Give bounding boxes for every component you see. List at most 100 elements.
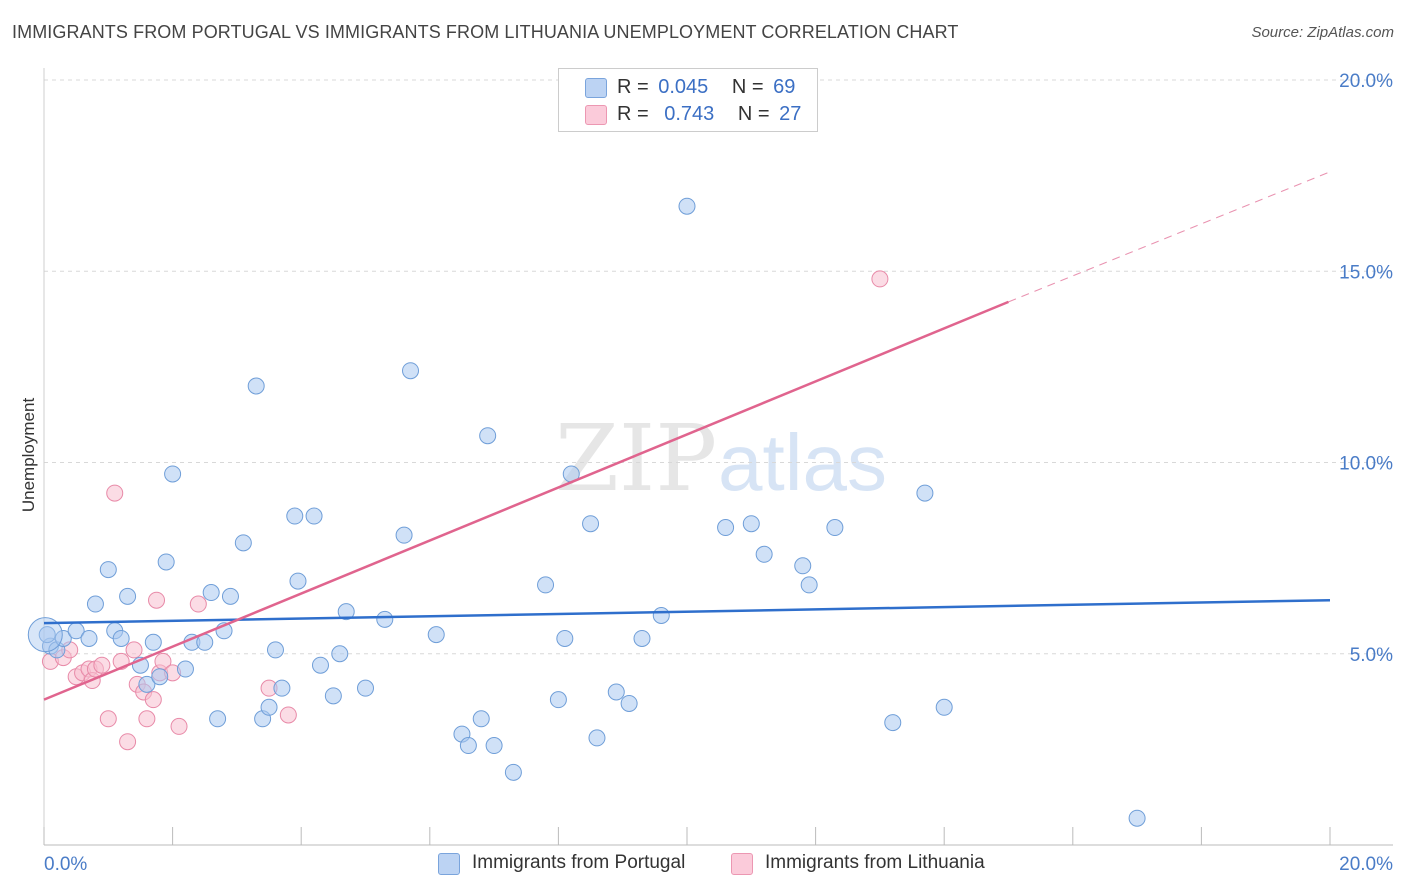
grid <box>44 79 1393 655</box>
portugal-point-9 <box>119 587 137 605</box>
portugal-point-26 <box>260 698 278 716</box>
series-portugal-points <box>27 197 1146 827</box>
bottom-legend-swatch-portugal <box>438 853 460 875</box>
lithuania-point-12 <box>119 733 137 751</box>
stats-legend: R = 0.045 N = 69 R = 0.743 N = 27 <box>558 68 818 132</box>
portugal-point-63 <box>826 519 844 537</box>
y-tick-label-2: 15.0% <box>1339 262 1393 283</box>
portugal-point-38 <box>395 526 413 544</box>
portugal-point-67 <box>1128 809 1146 827</box>
portugal-point-64 <box>884 714 902 732</box>
chart-title: IMMIGRANTS FROM PORTUGAL VS IMMIGRANTS F… <box>12 22 959 42</box>
x-tick-label-max: 20.0% <box>1339 854 1393 875</box>
portugal-point-39 <box>402 362 420 380</box>
lithuania-point-25 <box>279 706 297 724</box>
portugal-point-66 <box>935 698 953 716</box>
portugal-point-29 <box>286 507 304 525</box>
portugal-point-54 <box>620 694 638 712</box>
portugal-point-19 <box>202 584 220 602</box>
y-axis-label: Unemployment <box>19 398 38 513</box>
y-tick-label-0: 5.0% <box>1350 645 1393 666</box>
portugal-point-57 <box>678 197 696 215</box>
legend-lithuania-r-label: R = <box>617 103 649 125</box>
legend-lithuania-n-value: 27 <box>779 103 802 125</box>
portugal-point-16 <box>176 660 194 678</box>
lithuania-point-23 <box>189 595 207 613</box>
lithuania-trend-line <box>43 300 1009 701</box>
portugal-point-5 <box>86 595 104 613</box>
lithuania-point-9 <box>99 710 117 728</box>
lithuania-trend-extension <box>1008 171 1331 303</box>
lithuania-point-26 <box>871 270 889 288</box>
watermark-atlas: atlas <box>718 418 887 507</box>
axes <box>43 68 1393 846</box>
legend-portugal-r-value: 0.045 <box>658 76 709 98</box>
portugal-point-36 <box>357 679 374 697</box>
lithuania-point-22 <box>170 717 188 735</box>
portugal-point-23 <box>234 534 252 552</box>
portugal-point-55 <box>633 629 651 647</box>
portugal-point-53 <box>607 683 625 701</box>
portugal-trend-line <box>43 598 1331 625</box>
portugal-point-46 <box>504 763 522 781</box>
legend-portugal-n-value: 69 <box>773 76 796 98</box>
portugal-point-60 <box>755 545 773 563</box>
lithuania-point-10 <box>106 484 124 502</box>
portugal-point-48 <box>549 691 567 709</box>
portugal-point-8 <box>112 629 130 647</box>
portugal-point-large <box>27 617 63 653</box>
portugal-point-68 <box>38 626 56 644</box>
y-tick-label-3: 20.0% <box>1339 71 1393 92</box>
bottom-legend-label-lithuania: Immigrants from Lithuania <box>765 852 985 873</box>
portugal-point-45 <box>485 737 503 755</box>
portugal-point-47 <box>537 576 555 594</box>
portugal-point-58 <box>717 519 735 537</box>
legend-lithuania-n-label: N = <box>737 103 770 125</box>
portugal-point-13 <box>151 668 169 686</box>
portugal-point-62 <box>800 576 818 594</box>
portugal-point-35 <box>337 603 355 621</box>
y-tick-labels: 5.0% 10.0% 15.0% 20.0% <box>1339 71 1393 666</box>
portugal-point-31 <box>305 507 323 525</box>
bottom-legend-swatch-lithuania <box>731 853 753 875</box>
portugal-point-43 <box>472 710 490 728</box>
portugal-point-2 <box>54 629 72 647</box>
portugal-point-34 <box>331 645 349 663</box>
lithuania-point-17 <box>144 691 162 709</box>
portugal-point-30 <box>289 572 307 590</box>
portugal-point-12 <box>144 633 162 651</box>
portugal-point-65 <box>916 484 934 502</box>
lithuania-point-18 <box>148 591 166 609</box>
portugal-point-56 <box>652 607 670 624</box>
series-lithuania-points <box>41 270 889 751</box>
portugal-point-52 <box>588 729 606 747</box>
source-label: Source: ZipAtlas.com <box>1251 24 1394 41</box>
legend-swatch-portugal <box>585 78 607 98</box>
bottom-legend-label-portugal: Immigrants from Portugal <box>472 852 686 873</box>
portugal-point-28 <box>273 679 291 697</box>
portugal-point-14 <box>157 553 175 571</box>
portugal-point-22 <box>221 587 239 605</box>
portugal-point-15 <box>164 465 182 483</box>
portugal-point-59 <box>742 515 760 533</box>
portugal-point-44 <box>479 427 497 445</box>
bottom-legend-portugal: Immigrants from Portugal <box>438 852 718 876</box>
watermark: ZIP atlas <box>555 405 887 512</box>
trend-lines <box>43 171 1331 701</box>
lithuania-point-13 <box>125 641 143 659</box>
portugal-point-49 <box>556 629 574 647</box>
x-tick-label-min: 0.0% <box>44 854 87 875</box>
portugal-point-24 <box>247 377 265 395</box>
portugal-point-37 <box>376 610 394 628</box>
legend-portugal-n-label: N = <box>731 76 764 98</box>
portugal-point-51 <box>582 515 600 533</box>
legend-portugal-r-label: R = <box>617 76 649 98</box>
legend-lithuania-r-value: 0.743 <box>664 103 715 125</box>
portugal-point-32 <box>311 656 329 674</box>
portugal-point-42 <box>459 737 477 755</box>
portugal-point-33 <box>324 687 342 705</box>
legend-swatch-lithuania <box>585 105 607 125</box>
bottom-legend-lithuania: Immigrants from Lithuania <box>731 852 1021 876</box>
portugal-point-6 <box>99 561 117 579</box>
